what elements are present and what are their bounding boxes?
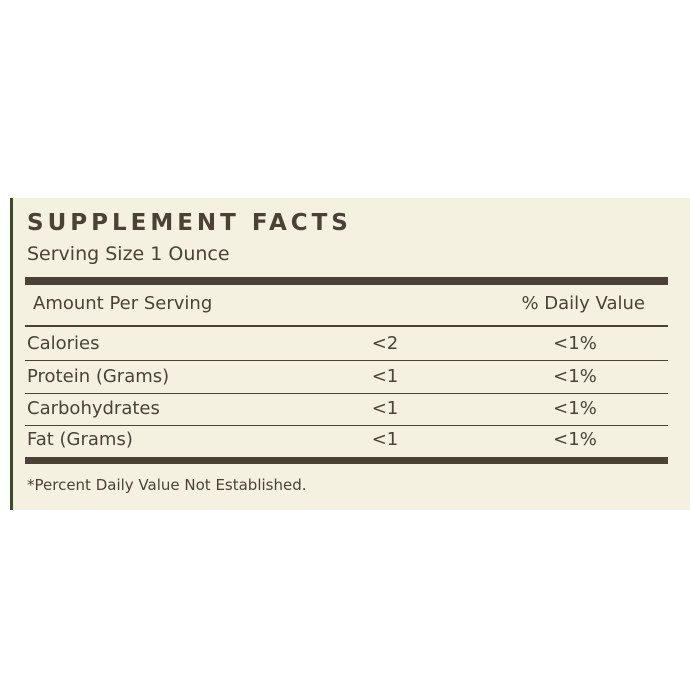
table-cell: <1% xyxy=(553,366,597,387)
table-row: Carbohydrates <1 <1% xyxy=(25,394,668,426)
table-cell: Carbohydrates xyxy=(27,398,160,419)
table-cell: <1 xyxy=(371,366,399,387)
table-cell: <1% xyxy=(553,429,597,450)
table-row: Calories <2 <1% xyxy=(25,329,668,361)
table-cell: Protein (Grams) xyxy=(27,366,170,387)
table-cell: <1 xyxy=(371,398,399,419)
serving-size: Serving Size 1 Ounce xyxy=(27,243,230,265)
thick-rule xyxy=(25,457,668,464)
label-title: SUPPLEMENT FACTS xyxy=(27,210,352,236)
column-header: Amount Per Serving xyxy=(33,293,213,314)
table-cell: <1% xyxy=(553,333,597,354)
table-cell: <2 xyxy=(371,333,399,354)
rule xyxy=(25,325,668,327)
table-row: Protein (Grams) <1 <1% xyxy=(25,362,668,394)
table-cell: <1 xyxy=(371,429,399,450)
table-cell: Fat (Grams) xyxy=(27,429,133,450)
footnote: *Percent Daily Value Not Established. xyxy=(27,476,307,494)
column-header: % Daily Value xyxy=(521,293,645,314)
table-row: Fat (Grams) <1 <1% xyxy=(25,425,668,457)
table-cell: <1% xyxy=(553,398,597,419)
table-cell: Calories xyxy=(27,333,100,354)
thick-rule xyxy=(25,277,668,285)
label-panel: SUPPLEMENT FACTS Serving Size 1 Ounce Am… xyxy=(10,198,690,510)
